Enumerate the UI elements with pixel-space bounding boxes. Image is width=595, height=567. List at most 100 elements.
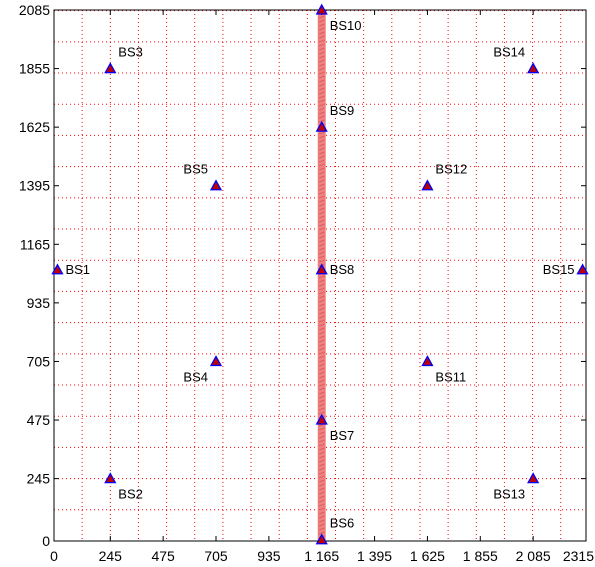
route-hatch [318, 491, 325, 495]
route-hatch [318, 251, 325, 255]
bs-marker-bs15 [576, 263, 589, 275]
route-hatch [318, 335, 325, 339]
route-hatch [318, 519, 325, 523]
route-hatch [318, 87, 325, 91]
route-hatch [318, 115, 325, 119]
route-hatch [318, 511, 325, 515]
route-hatch [318, 483, 325, 487]
bs-label-bs4: BS4 [183, 369, 208, 384]
bs-marker-bs1 [51, 263, 64, 275]
route-hatch [318, 131, 325, 135]
bs-marker-bs12 [421, 179, 434, 191]
bs-marker-bs10 [315, 3, 328, 15]
axis-ticks: 0 245 475 705 935 1 165 1 395 1 625 1 855 2 085 23… [19, 2, 594, 564]
y-tick-label: 245 [27, 471, 51, 487]
bs-label-bs13: BS13 [493, 487, 525, 502]
x-tick-label: 1 165 [304, 548, 339, 564]
x-tick-label: 0 [50, 548, 58, 564]
y-tick-label: 935 [27, 295, 51, 311]
bs-label-bs11: BS11 [435, 369, 466, 384]
bs-label-bs10: BS10 [330, 18, 362, 33]
route-hatch [318, 407, 325, 411]
route-hatch [318, 31, 325, 35]
route-hatch [318, 499, 325, 503]
y-tick-label: 2085 [19, 2, 50, 18]
route-hatch [318, 99, 325, 103]
route-hatch [318, 259, 325, 263]
route-hatch [318, 411, 325, 415]
route-hatch [318, 207, 325, 211]
y-tick-label: 475 [27, 412, 51, 428]
route-hatch [318, 311, 325, 315]
route-hatch [318, 63, 325, 67]
route-hatch [318, 67, 325, 71]
bs-label-bs9: BS9 [330, 103, 355, 118]
route-hatch [318, 83, 325, 87]
route-hatch [318, 515, 325, 519]
route-hatch [318, 367, 325, 371]
y-tick-label: 1395 [19, 178, 50, 194]
route-hatch [318, 363, 325, 367]
route-hatch [318, 347, 325, 351]
route-hatch [318, 199, 325, 203]
x-tick-label: 2315 [563, 548, 594, 564]
route-hatch [318, 215, 325, 219]
bs-label-bs7: BS7 [330, 428, 355, 443]
route-hatch [318, 191, 325, 195]
route-hatch [318, 467, 325, 471]
route-hatch [318, 211, 325, 215]
route-hatch [318, 403, 325, 407]
route-hatch [318, 151, 325, 155]
route-hatch [318, 95, 325, 99]
route-hatch [318, 479, 325, 483]
route-hatch [318, 323, 325, 327]
route-hatch [318, 163, 325, 167]
route-hatch [318, 107, 325, 111]
route-hatch [318, 475, 325, 479]
bs-label-bs8: BS8 [330, 262, 355, 277]
route-hatch [318, 327, 325, 331]
route-hatch [318, 319, 325, 323]
route-hatch [318, 359, 325, 363]
route-hatch [318, 435, 325, 439]
route-hatch [318, 527, 325, 531]
x-tick-label: 1 855 [463, 548, 498, 564]
route-hatch [318, 279, 325, 283]
route-hatch [318, 255, 325, 259]
route-hatch [318, 295, 325, 299]
route-hatch [318, 247, 325, 251]
bs-marker-bs5 [209, 179, 223, 191]
y-tick-label: 1855 [19, 61, 50, 77]
route-hatch [318, 183, 325, 187]
route-hatch [318, 291, 325, 295]
x-tick-label: 1 625 [410, 548, 445, 564]
route-hatch [318, 219, 325, 223]
y-tick-label: 0 [42, 533, 50, 549]
route-hatch [318, 143, 325, 147]
route-hatch [318, 523, 325, 527]
bs-label-bs6: BS6 [330, 516, 355, 531]
route-hatch [318, 487, 325, 491]
route-hatch [318, 155, 325, 159]
route-hatch [318, 19, 325, 23]
route-hatch [318, 399, 325, 403]
bs-marker-bs3 [104, 62, 117, 74]
route-hatch [318, 203, 325, 207]
y-tick-label: 1625 [19, 119, 50, 135]
route-hatch [318, 243, 325, 247]
route-hatch [318, 331, 325, 335]
route-hatch [318, 427, 325, 431]
bs-label-bs5: BS5 [183, 162, 208, 177]
route-hatch [318, 223, 325, 227]
x-tick-label: 1 395 [357, 548, 392, 564]
route-hatch [318, 187, 325, 191]
route-hatch [318, 175, 325, 179]
route-hatch [318, 27, 325, 31]
route-hatch [318, 103, 325, 107]
route-hatch [318, 275, 325, 279]
route-hatch [318, 159, 325, 163]
route-hatch [318, 495, 325, 499]
route-hatch [318, 35, 325, 39]
route-hatch [318, 503, 325, 507]
